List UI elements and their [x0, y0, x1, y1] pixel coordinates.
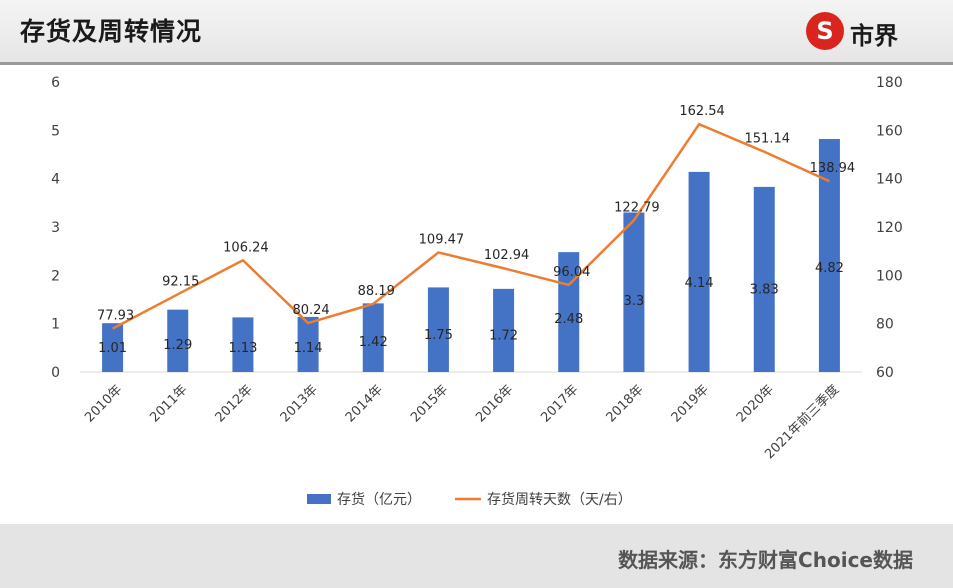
- bar-value-label: 1.72: [489, 329, 518, 344]
- line-value-label: 80.24: [292, 303, 329, 318]
- x-tick-label: 2012年: [213, 382, 256, 425]
- x-tick-label: 2011年: [147, 382, 190, 425]
- bar: [688, 171, 710, 372]
- y-left-tick-label: 6: [51, 75, 60, 91]
- footer-bar: 数据来源：东方财富Choice数据: [0, 524, 953, 588]
- y-right-tick-label: 140: [876, 172, 903, 188]
- bar: [427, 287, 449, 372]
- legend-bar-label: 存货（亿元）: [337, 491, 421, 508]
- bar: [818, 139, 840, 372]
- y-right-tick-label: 100: [876, 268, 903, 284]
- bar: [623, 212, 645, 372]
- bar: [232, 317, 254, 372]
- y-left-tick-label: 5: [51, 123, 60, 139]
- line-value-label: 122.79: [614, 200, 660, 215]
- bar-value-label: 1.13: [228, 341, 257, 356]
- source-note: 数据来源：东方财富Choice数据: [618, 548, 913, 572]
- bar: [558, 252, 580, 372]
- line-value-label: 102.94: [484, 248, 530, 263]
- y-right-tick-label: 180: [876, 75, 903, 91]
- legend-line-label: 存货周转天数（天/右）: [487, 491, 632, 508]
- line-value-label: 77.93: [97, 309, 134, 324]
- line-value-label: 138.94: [810, 161, 856, 176]
- bar-value-label: 4.82: [815, 261, 844, 276]
- line-value-label: 106.24: [223, 240, 269, 255]
- x-tick-label: 2017年: [538, 382, 581, 425]
- x-tick-label: 2016年: [473, 382, 516, 425]
- y-left-tick-label: 3: [51, 220, 60, 236]
- y-right-tick-label: 80: [876, 317, 894, 333]
- page-title: 存货及周转情况: [20, 17, 203, 46]
- x-tick-label: 2020年: [734, 382, 777, 425]
- inventory-chart: 0 1 2 3 4 5 6 60 80 100 120 140 160 180 1.01 1.29 1.13 1.…: [51, 75, 903, 508]
- line-value-label: 88.19: [358, 284, 395, 299]
- bar: [362, 303, 384, 372]
- bar: [102, 323, 124, 372]
- bar: [297, 316, 319, 372]
- x-tick-label: 2018年: [604, 382, 647, 425]
- bar: [753, 186, 775, 372]
- y-left-tick-label: 4: [51, 172, 60, 188]
- line-value-label: 96.04: [553, 265, 590, 280]
- line-value-label: 109.47: [419, 232, 465, 247]
- bar-value-label: 1.42: [359, 335, 388, 350]
- bar-value-label: 3.83: [750, 283, 779, 298]
- x-tick-label: 2013年: [278, 382, 321, 425]
- x-tick-label: 2019年: [669, 382, 712, 425]
- bar-value-label: 3.3: [624, 294, 645, 309]
- x-tick-label: 2010年: [82, 382, 125, 425]
- bar-value-label: 1.75: [424, 328, 453, 343]
- y-right-tick-label: 60: [876, 365, 894, 381]
- y-left-tick-label: 2: [51, 268, 60, 284]
- bar-value-label: 1.01: [98, 341, 127, 356]
- logo-text: 市界: [850, 22, 898, 50]
- y-left-tick-label: 0: [51, 365, 60, 381]
- line-value-label: 151.14: [745, 132, 791, 147]
- x-tick-label: 2014年: [343, 382, 386, 425]
- line-value-label: 92.15: [162, 274, 199, 289]
- line-series: [112, 122, 830, 330]
- bar: [493, 288, 515, 372]
- y-right-tick-label: 160: [876, 123, 903, 139]
- legend-bar-swatch: [307, 494, 331, 504]
- bar-value-label: 2.48: [554, 312, 583, 327]
- bar-value-label: 4.14: [685, 276, 714, 291]
- logo-icon: S: [806, 12, 844, 50]
- bar-value-label: 1.14: [294, 341, 323, 356]
- header-bar: 存货及周转情况 S 市界: [0, 0, 953, 65]
- line-value-label: 162.54: [679, 104, 725, 119]
- y-left-tick-label: 1: [51, 317, 60, 333]
- bar-value-label: 1.29: [163, 338, 192, 353]
- y-right-tick-label: 120: [876, 220, 903, 236]
- bar: [167, 309, 189, 372]
- x-tick-label: 2015年: [408, 382, 451, 425]
